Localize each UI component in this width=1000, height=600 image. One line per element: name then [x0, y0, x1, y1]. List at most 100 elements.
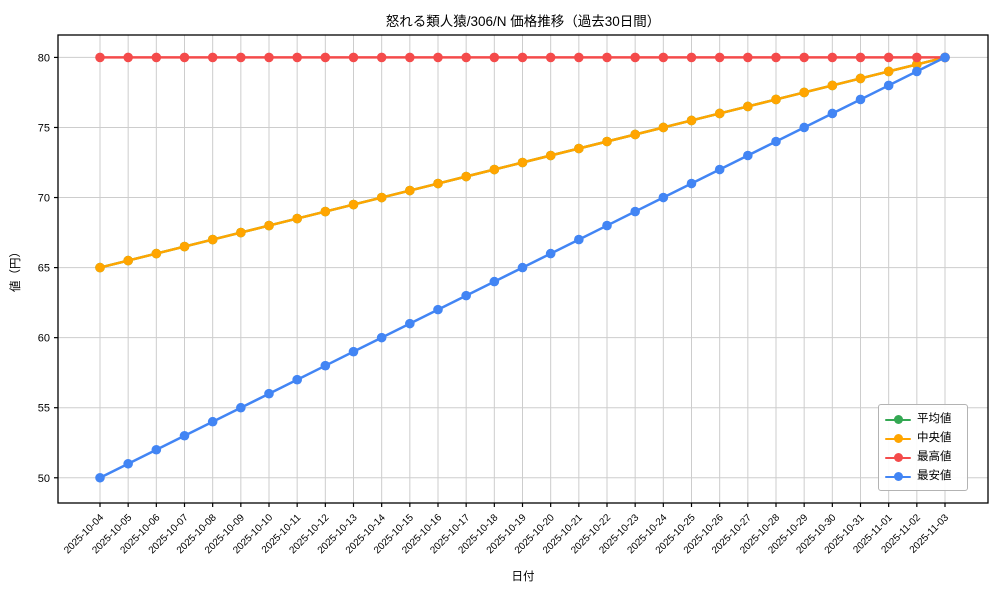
y-tick-label: 70 — [38, 193, 50, 205]
series-median-point — [799, 87, 809, 98]
series-max-point — [348, 52, 359, 63]
series-median-point — [179, 241, 190, 252]
series-min-point — [207, 416, 218, 427]
series-min-point — [940, 52, 950, 63]
series-min — [95, 52, 950, 483]
series-median-point — [855, 73, 866, 84]
series-min-point — [630, 206, 640, 217]
series-median-point — [686, 115, 697, 126]
y-tick-label: 60 — [38, 333, 50, 345]
series-max-point — [179, 52, 190, 63]
series-median-point — [433, 178, 443, 189]
series-median-point — [207, 234, 218, 245]
series-median — [95, 52, 950, 273]
series-min-point — [95, 472, 105, 483]
series-min-point — [433, 304, 443, 315]
legend-label-min: 最安値 — [917, 469, 952, 482]
series-min-point — [461, 290, 471, 301]
series-max-point — [630, 52, 640, 63]
series-max-point — [602, 52, 612, 63]
series-max-point — [433, 52, 443, 63]
legend-item-median: 中央値 — [885, 429, 961, 448]
series-min-point — [883, 80, 894, 91]
series-max-point — [912, 52, 922, 63]
series-median-point — [320, 206, 331, 217]
x-axis-label: 日付 — [511, 571, 535, 583]
legend: 平均値 中央値 最高値 最安値 — [878, 404, 968, 491]
series-min-point — [236, 402, 246, 413]
series-median-point — [292, 213, 302, 224]
series-min-point — [179, 430, 190, 441]
series-min-point — [123, 458, 133, 469]
series-max-point — [771, 52, 781, 63]
series-min-point — [348, 346, 359, 357]
series-median-point — [827, 80, 838, 91]
series-max-point — [799, 52, 809, 63]
series-median-point — [545, 150, 556, 161]
series-max-point — [855, 52, 866, 63]
series-median-point — [461, 171, 471, 182]
series-median-point — [376, 192, 387, 203]
legend-marker-min — [885, 472, 911, 482]
series-max-point — [574, 52, 584, 63]
series-min-point — [405, 318, 415, 329]
y-tick-label: 50 — [38, 473, 50, 485]
legend-item-average: 平均値 — [885, 410, 961, 429]
series-median-point — [912, 59, 922, 70]
series-min-point — [292, 374, 302, 385]
legend-marker-average — [885, 415, 911, 425]
series-median-point — [771, 94, 781, 105]
series-max-point — [686, 52, 697, 63]
chart-title: 怒れる類人猿/306/N 価格推移（過去30日間） — [385, 14, 661, 29]
series-min-point — [799, 122, 809, 133]
series-max-point — [827, 52, 838, 63]
series-min-point — [264, 388, 274, 399]
series-median-point — [95, 262, 105, 273]
series-max-point — [517, 52, 528, 63]
series-median-point — [517, 157, 528, 168]
y-tick-label: 80 — [38, 52, 50, 64]
series-min-point — [517, 262, 528, 273]
series-min-point — [658, 192, 669, 203]
series-min-point — [912, 66, 922, 77]
series-min-point — [771, 136, 781, 147]
series-min-point — [855, 94, 866, 105]
series-median-point — [123, 255, 133, 266]
series-max-point — [405, 52, 415, 63]
series-min-point — [489, 276, 500, 287]
legend-label-median: 中央値 — [917, 431, 952, 444]
series-median-point — [348, 199, 359, 210]
series-median-point — [574, 143, 584, 154]
legend-label-average: 平均値 — [917, 412, 952, 425]
series-median-point — [658, 122, 669, 133]
y-tick-label: 65 — [38, 263, 50, 275]
series-min-point — [151, 444, 162, 455]
series-max — [95, 52, 950, 63]
series-median-point — [630, 129, 640, 140]
series-min-point — [602, 220, 612, 231]
series-median-point — [714, 108, 725, 119]
series-max-point — [489, 52, 500, 63]
series-min-point — [686, 178, 697, 189]
series-min-point — [743, 150, 753, 161]
legend-label-max: 最高値 — [917, 450, 952, 463]
y-tick-label: 75 — [38, 122, 50, 134]
series-max-point — [207, 52, 218, 63]
series-max-point — [883, 52, 894, 63]
series-median-point — [236, 227, 246, 238]
series-median-point — [151, 248, 162, 259]
series-max-point — [714, 52, 725, 63]
series-min-point — [376, 332, 387, 343]
series-min-point — [574, 234, 584, 245]
series-min-point — [714, 164, 725, 175]
series-max-point — [264, 52, 274, 63]
series-max-point — [292, 52, 302, 63]
series-max-point — [743, 52, 753, 63]
legend-item-min: 最安値 — [885, 467, 961, 486]
y-tick-label: 55 — [38, 403, 50, 415]
series-max-point — [320, 52, 331, 63]
series-max-point — [95, 52, 105, 63]
series-min-point — [545, 248, 556, 259]
